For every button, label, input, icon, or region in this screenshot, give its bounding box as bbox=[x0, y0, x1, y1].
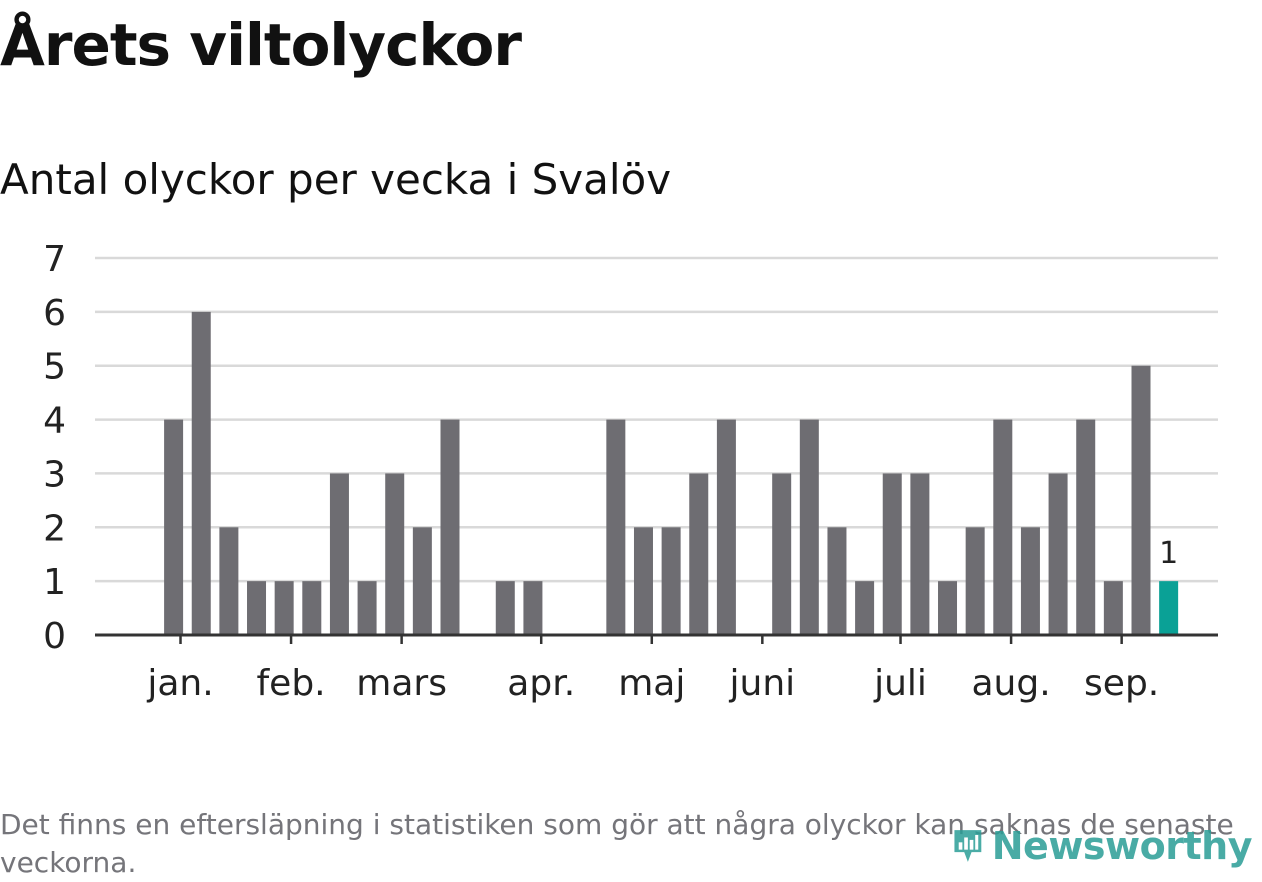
bar bbox=[219, 527, 239, 635]
y-tick-label: 6 bbox=[43, 293, 66, 334]
bar bbox=[191, 311, 211, 635]
bar bbox=[1131, 365, 1151, 635]
highlight-value-label: 1 bbox=[1159, 536, 1178, 571]
bar bbox=[661, 527, 681, 635]
bar bbox=[882, 473, 902, 635]
bar bbox=[827, 527, 847, 635]
bar bbox=[606, 419, 626, 635]
bars bbox=[164, 311, 1179, 635]
bar bbox=[357, 581, 377, 635]
bar bbox=[247, 581, 267, 635]
y-tick-label: 5 bbox=[43, 347, 66, 388]
bar bbox=[1103, 581, 1123, 635]
x-tick-label: aug. bbox=[972, 663, 1051, 704]
bar bbox=[965, 527, 985, 635]
bar bbox=[1020, 527, 1040, 635]
logo-text: Newsworthy bbox=[991, 824, 1253, 868]
x-tick-label: juli bbox=[873, 663, 927, 704]
highlight-bar bbox=[1159, 581, 1179, 635]
x-tick-label: feb. bbox=[257, 663, 326, 704]
x-tick-label: mars bbox=[356, 663, 447, 704]
bar bbox=[938, 581, 958, 635]
bar-chart: 0 1 2 3 4 5 6 7 jan. feb. mars apr. maj juni juli aug.… bbox=[43, 239, 1218, 704]
y-axis-ticks: 0 1 2 3 4 5 6 7 bbox=[43, 239, 66, 657]
y-tick-label: 0 bbox=[43, 616, 66, 657]
bar bbox=[329, 473, 349, 635]
chart-subtitle: Antal olyckor per vecka i Svalöv bbox=[0, 155, 672, 204]
newsworthy-logo: Newsworthy bbox=[952, 816, 1253, 876]
bar bbox=[412, 527, 432, 635]
x-tick-label: apr. bbox=[507, 663, 575, 704]
y-tick-label: 7 bbox=[43, 239, 66, 280]
x-tick-label: juni bbox=[729, 663, 796, 704]
y-tick-label: 3 bbox=[43, 454, 66, 495]
bar bbox=[910, 473, 930, 635]
bar bbox=[772, 473, 792, 635]
y-tick-label: 2 bbox=[43, 508, 66, 549]
bar bbox=[716, 419, 736, 635]
logo-mark-icon bbox=[954, 830, 982, 862]
bar bbox=[1076, 419, 1096, 635]
bar bbox=[855, 581, 875, 635]
data-labels: 1 bbox=[1159, 536, 1178, 571]
bar bbox=[523, 581, 543, 635]
y-tick-label: 1 bbox=[43, 562, 66, 603]
bar bbox=[689, 473, 709, 635]
bar bbox=[633, 527, 653, 635]
x-tick-label: maj bbox=[618, 663, 685, 704]
bar bbox=[440, 419, 460, 635]
x-axis-ticks: jan. feb. mars apr. maj juni juli aug. sep. bbox=[146, 635, 1159, 704]
chart-title: Årets viltolyckor bbox=[0, 11, 522, 79]
bar bbox=[164, 419, 184, 635]
bar bbox=[495, 581, 515, 635]
bar bbox=[274, 581, 294, 635]
bar bbox=[799, 419, 819, 635]
y-tick-label: 4 bbox=[43, 401, 66, 442]
x-tick-label: sep. bbox=[1084, 663, 1159, 704]
bar bbox=[302, 581, 322, 635]
bar bbox=[385, 473, 405, 635]
footnote: Det finns en eftersläpning i statistiken… bbox=[0, 808, 1234, 879]
x-tick-label: jan. bbox=[146, 663, 213, 704]
bar bbox=[993, 419, 1013, 635]
bar bbox=[1048, 473, 1068, 635]
